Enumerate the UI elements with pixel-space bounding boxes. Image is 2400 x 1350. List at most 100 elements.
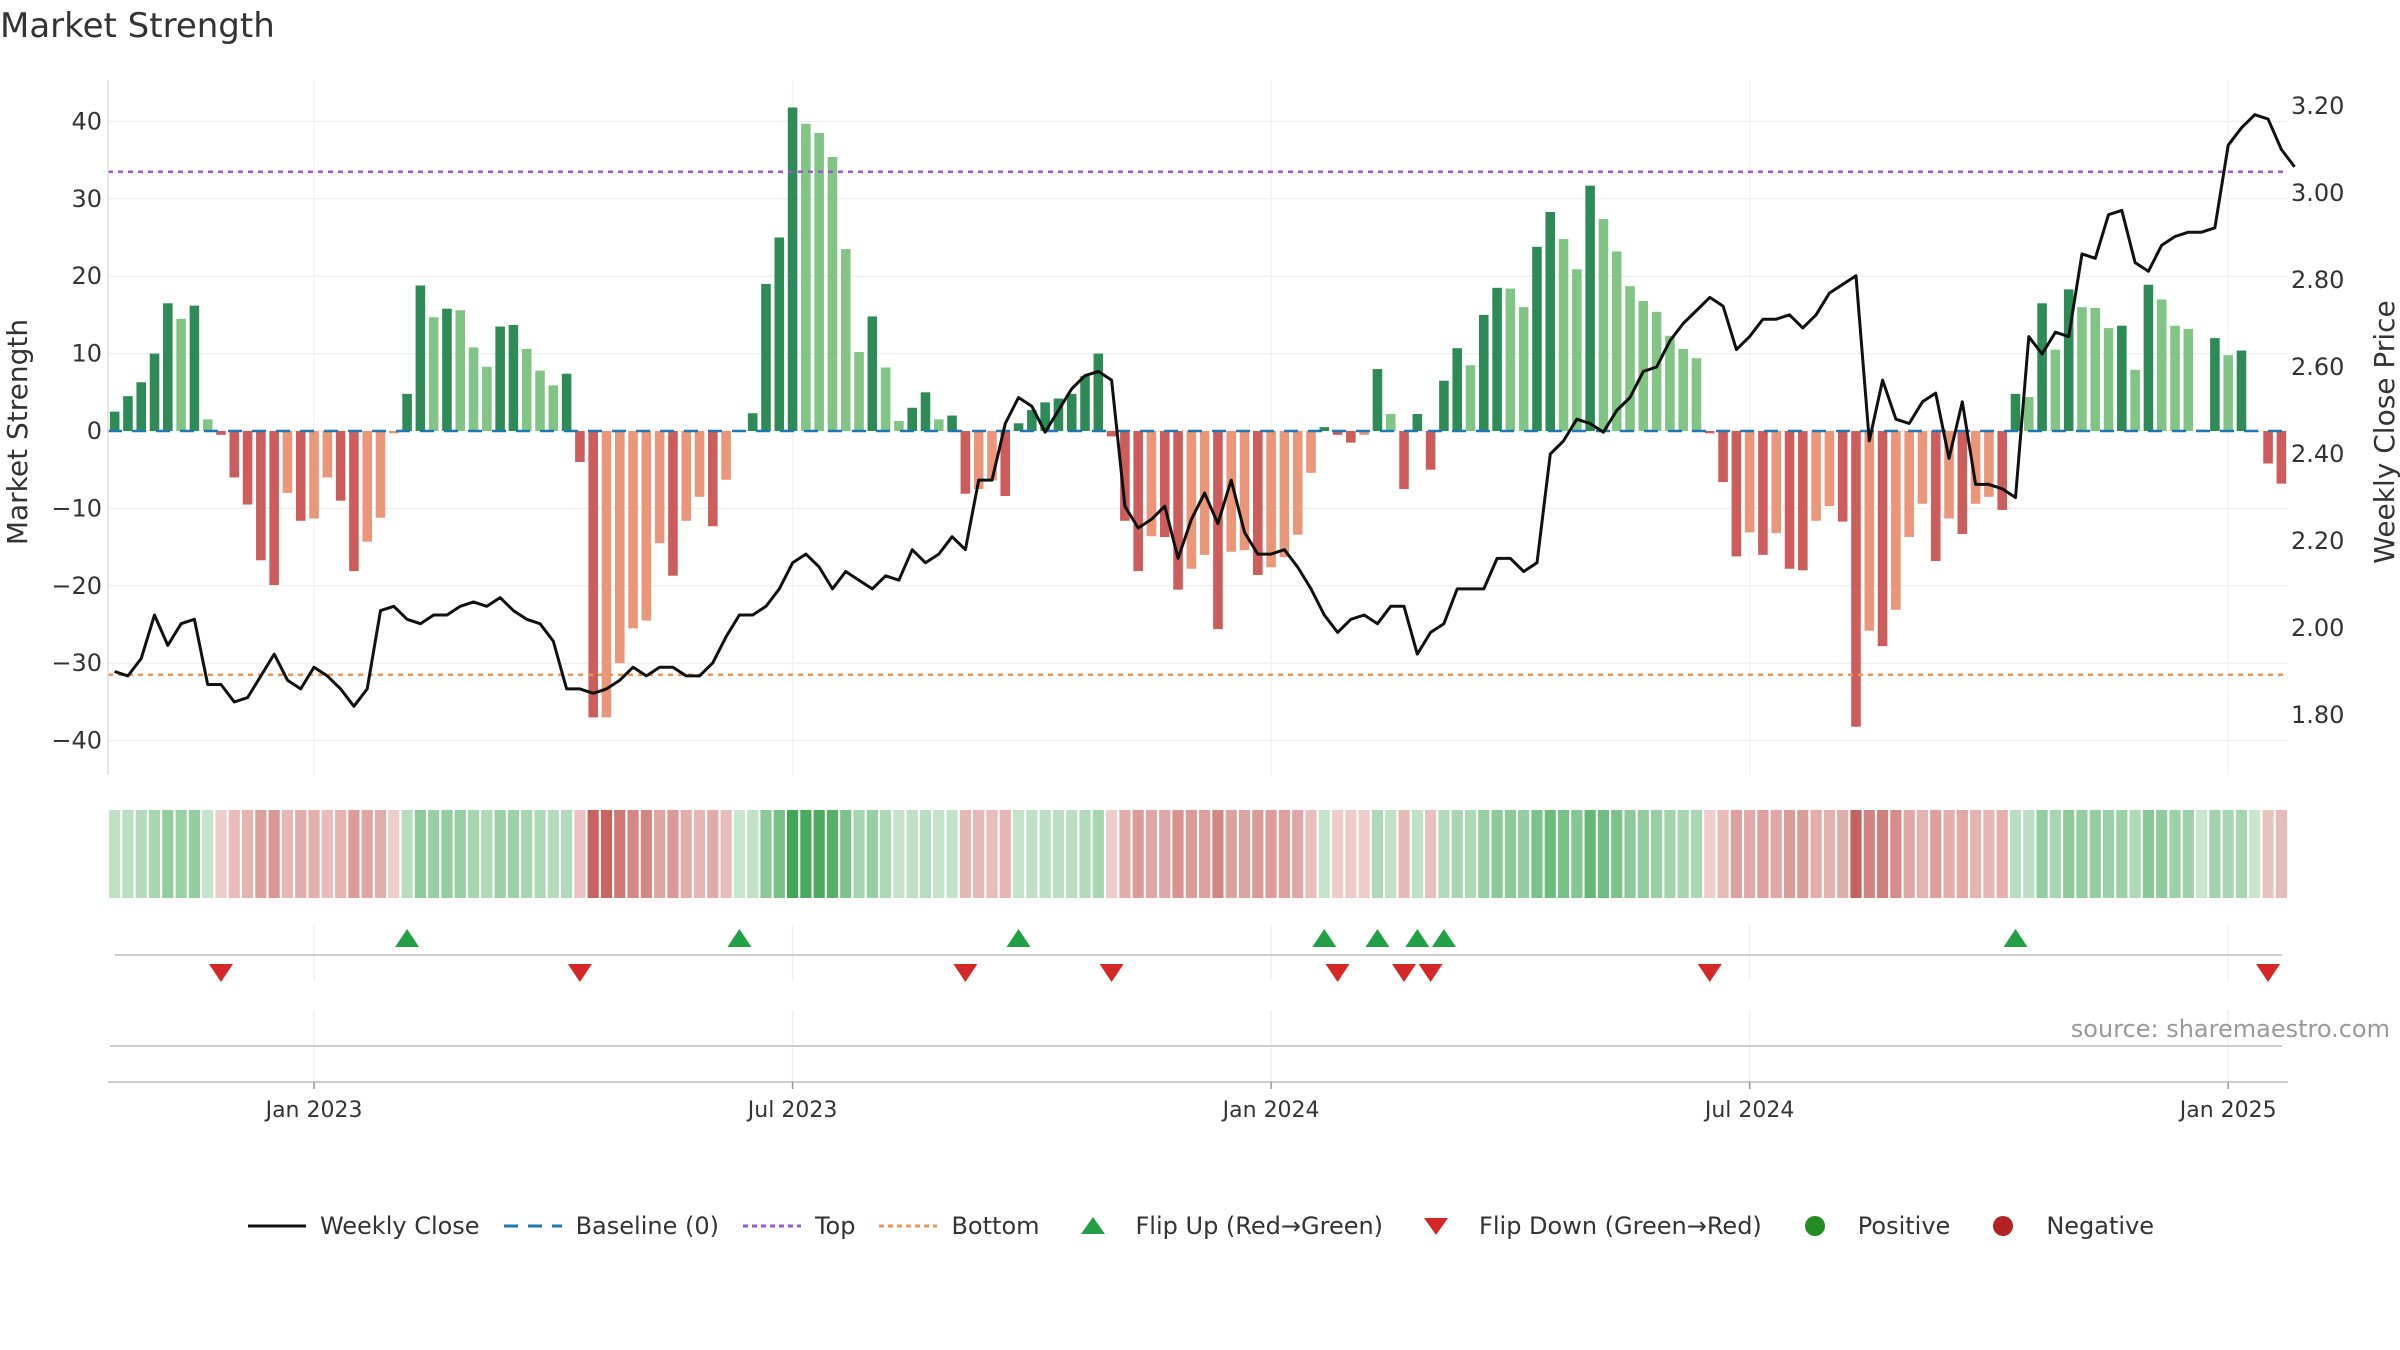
negative-regime-cell (1783, 810, 1796, 898)
y2-tick-label: 2.80 (2291, 266, 2344, 294)
positive-strength-bar (521, 348, 532, 431)
negative-strength-bar (1864, 431, 1875, 631)
positive-regime-cell (414, 810, 426, 898)
flip-up-marker (2003, 929, 2028, 947)
positive-strength-bar (1532, 246, 1542, 431)
negative-regime-cell (1810, 810, 1822, 898)
negative-strength-bar (1771, 431, 1782, 534)
y2-tick-label: 2.40 (2291, 440, 2344, 468)
negative-regime-cell (640, 810, 652, 898)
flip-markers (115, 929, 2282, 982)
legend-label: Baseline (0) (575, 1212, 719, 1240)
negative-strength-bar (295, 431, 306, 521)
flip-down-marker (2256, 964, 2281, 982)
positive-regime-cell (1066, 810, 1078, 898)
positive-regime-cell (2235, 810, 2248, 898)
negative-strength-bar (1253, 431, 1263, 575)
legend-label: Flip Up (Red→Green) (1135, 1212, 1384, 1240)
negative-regime-cell (1398, 810, 1410, 898)
positive-regime-cell (733, 810, 745, 898)
positive-regime-cell (1584, 810, 1596, 898)
negative-strength-bar (1346, 431, 1356, 443)
positive-regime-cell (1026, 810, 1038, 898)
negative-regime-cell (1983, 810, 1995, 898)
positive-regime-cell (2142, 810, 2155, 898)
regime-strip (109, 810, 2287, 898)
negative-strength-bar (2263, 431, 2273, 464)
positive-regime-cell (840, 810, 852, 898)
negative-strength-bar (216, 431, 226, 435)
positive-regime-cell (2169, 810, 2181, 898)
y-tick-label: −20 (51, 572, 102, 600)
y2-tick-label: 3.00 (2291, 179, 2344, 207)
positive-regime-cell (2102, 810, 2115, 898)
positive-strength-bar (2156, 299, 2167, 431)
positive-regime-cell (1531, 810, 1543, 898)
negative-regime-cell (1145, 810, 1158, 898)
positive-strength-bar (854, 352, 864, 431)
positive-regime-cell (1651, 810, 1663, 898)
negative-strength-bar (229, 431, 240, 478)
flip-down-marker (1392, 964, 1417, 982)
negative-strength-bar (1266, 431, 1276, 568)
positive-strength-bar (2130, 369, 2140, 431)
x-tick-label: Jan 2024 (1221, 1098, 1320, 1123)
positive-strength-bar (1638, 300, 1649, 431)
positive-regime-cell (1677, 810, 1689, 898)
negative-regime-cell (1996, 810, 2008, 898)
negative-regime-cell (281, 810, 294, 898)
positive-strength-bar (867, 316, 878, 431)
positive-strength-bar (907, 407, 917, 431)
negative-regime-cell (348, 810, 360, 898)
negative-regime-cell (587, 810, 599, 898)
negative-regime-cell (374, 810, 387, 898)
negative-regime-cell (1797, 810, 1809, 898)
positive-regime-cell (853, 810, 865, 898)
negative-regime-cell (1704, 810, 1716, 898)
y-tick-label: −30 (51, 649, 102, 677)
negative-strength-bar (681, 431, 692, 521)
positive-strength-bar (482, 366, 492, 431)
negative-regime-cell (1292, 810, 1304, 898)
positive-strength-bar (468, 347, 479, 431)
negative-strength-bar (1837, 431, 1848, 522)
negative-regime-cell (1744, 810, 1756, 898)
y-axis-label: Market Strength (1, 319, 34, 545)
positive-regime-cell (2049, 810, 2061, 898)
positive-strength-bar (415, 285, 426, 431)
positive-strength-bar (880, 367, 891, 431)
negative-strength-bar (1186, 431, 1197, 569)
positive-strength-bar (840, 249, 851, 431)
negative-regime-cell (1970, 810, 1982, 898)
flip-down-marker (567, 964, 592, 982)
negative-regime-cell (1132, 810, 1144, 898)
negative-regime-cell (600, 810, 613, 898)
positive-strength-bar (2210, 338, 2220, 431)
y2-axis-label: Weekly Close Price (2368, 300, 2400, 563)
negative-regime-cell (215, 810, 227, 898)
y2-tick-label: 2.00 (2291, 614, 2344, 642)
negative-regime-cell (986, 810, 998, 898)
positive-regime-cell (2076, 810, 2088, 898)
positive-regime-cell (1597, 810, 1610, 898)
negative-strength-bar (654, 431, 665, 544)
flip-up-marker (1365, 929, 1390, 947)
positive-regime-cell (481, 810, 493, 898)
positive-strength-bar (1027, 410, 1037, 431)
negative-regime-cell (574, 810, 586, 898)
flip-down-marker (208, 964, 233, 982)
positive-strength-bar (761, 283, 771, 431)
positive-strength-bar (2117, 325, 2127, 431)
negative-regime-cell (1425, 810, 1437, 898)
negative-regime-cell (1305, 810, 1317, 898)
negative-strength-bar (575, 431, 585, 462)
line-icon (247, 1224, 306, 1228)
negative-regime-cell (1345, 810, 1357, 898)
positive-strength-bar (1093, 353, 1104, 431)
negative-regime-cell (361, 810, 373, 898)
positive-regime-cell (906, 810, 918, 898)
negative-strength-bar (309, 431, 319, 519)
positive-strength-bar (2063, 289, 2074, 431)
negative-strength-bar (1944, 431, 1954, 519)
positive-strength-bar (2037, 303, 2047, 431)
